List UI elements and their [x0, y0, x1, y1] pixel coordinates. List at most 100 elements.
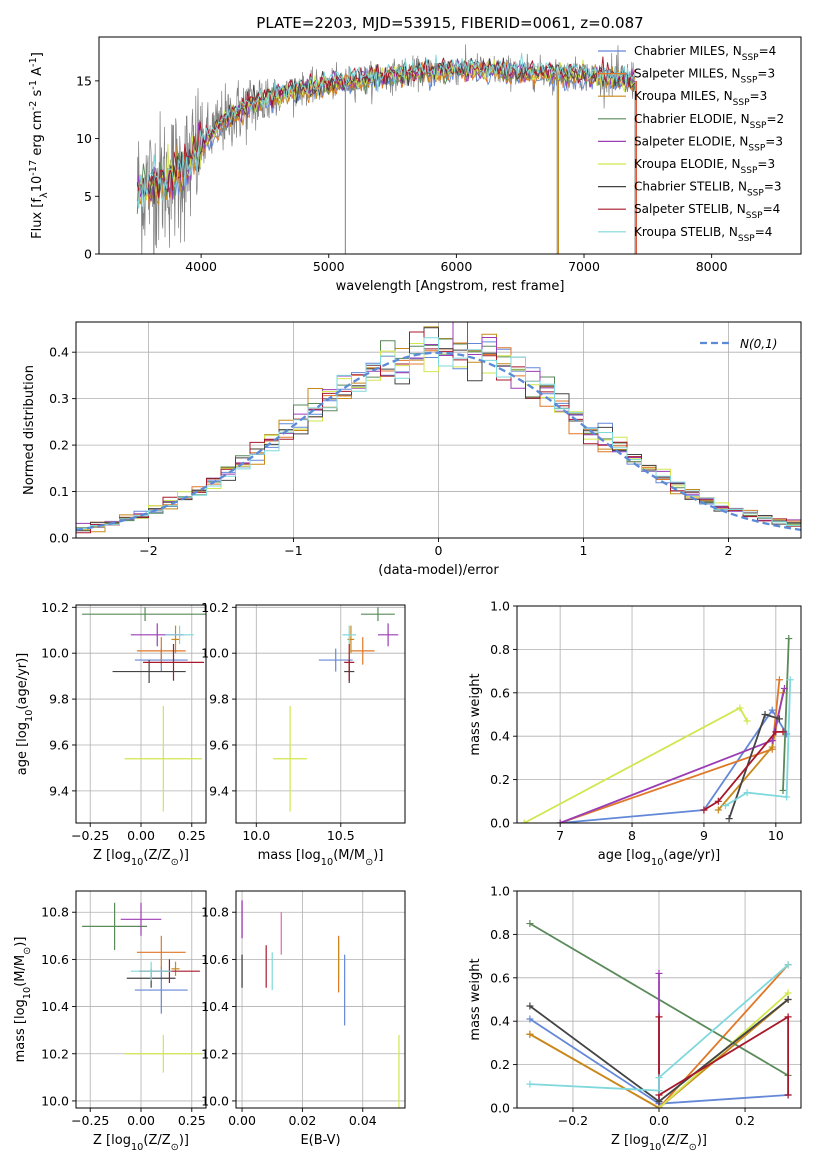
weight-marker: [775, 715, 783, 723]
weight-marker: [526, 1030, 534, 1038]
text-run: Salpeter MILES, N: [634, 67, 741, 81]
text-run: -1: [28, 57, 39, 67]
text-run: Kroupa MILES, N: [634, 89, 733, 103]
y-tick-label: 10.6: [41, 952, 69, 967]
text-run: 10: [30, 176, 45, 193]
x-tick-label: 0.04: [349, 1113, 377, 1128]
weight-marker: [714, 797, 722, 805]
text-run: N(0,1): [740, 337, 777, 351]
weight-line: [725, 679, 792, 807]
weight-marker: [761, 711, 769, 718]
weight-marker: [655, 1104, 663, 1108]
weight-marker: [779, 728, 787, 736]
x-tick-label: 10: [768, 828, 784, 843]
text-run: Salpeter STELIB, N: [634, 202, 746, 216]
weight-marker: [520, 819, 528, 823]
weight-marker: [784, 961, 792, 969]
text-run: mass weight: [468, 673, 483, 755]
text-run: Normed distribution: [22, 365, 37, 495]
y-tick-label: 10.6: [201, 952, 229, 967]
text-run: mass [log: [258, 848, 321, 863]
errorbar-kroupa-miles: [171, 961, 180, 976]
weight-series-salpeter-stelib: [655, 1013, 792, 1099]
y-tick-label: 10.4: [41, 999, 69, 1014]
y-tick-label: 0.0: [49, 531, 69, 546]
text-run: Salpeter ELODIE, N: [634, 134, 748, 148]
weight-marker: [655, 1087, 663, 1095]
weight-marker: [526, 1015, 534, 1023]
errorbar-salpeter-miles: [350, 637, 375, 665]
y-axis-label: mass weight: [468, 958, 483, 1040]
weight-marker: [714, 806, 722, 814]
text-run: s: [30, 89, 45, 100]
axes-frame: [235, 604, 406, 824]
weight-marker: [768, 743, 776, 751]
y-tick-label: 10.0: [201, 1093, 229, 1108]
weight-series-chabrier-stelib: [526, 996, 792, 1105]
y-tick-label: 9.6: [49, 737, 69, 752]
text-run: )]: [179, 848, 189, 863]
y-tick-label: 9.6: [209, 737, 229, 752]
weight-marker: [768, 737, 776, 745]
text-run: =3: [757, 157, 775, 171]
y-tick-label: 10.2: [201, 600, 229, 615]
x-tick-label: 0.2: [735, 1113, 755, 1128]
y-tick-label: 10.0: [201, 646, 229, 661]
legend-entry: N(0,1): [740, 337, 777, 351]
text-run: Chabrier STELIB, N: [634, 180, 747, 194]
weight-marker: [700, 806, 708, 814]
text-run: )]: [697, 1133, 707, 1148]
text-run: =4: [759, 44, 777, 58]
weight_vs_Z-plot-area: [526, 920, 792, 1108]
text-run: (Z/Z: [661, 1133, 688, 1148]
x-tick-label: 8000: [696, 259, 728, 274]
text-run: ⊙: [365, 857, 373, 868]
legend-entry: Salpeter MILES, NSSP=3: [634, 67, 775, 86]
weight-marker: [655, 1074, 663, 1082]
y-tick-label: 9.4: [209, 783, 229, 798]
axes-frame: [98, 36, 802, 255]
text-run: =4: [763, 202, 781, 216]
weight-marker: [786, 676, 794, 684]
text-run: age [log: [598, 848, 651, 863]
weight-marker: [655, 969, 663, 977]
spectrum-plot-area: [136, 44, 637, 254]
errorbar-kroupa-elodie: [273, 705, 307, 812]
weight_vs_age-plot-area: [520, 635, 794, 823]
axes-frame: [235, 890, 406, 1109]
text-run: SSP: [746, 211, 763, 221]
x-tick-label: 5000: [313, 259, 345, 274]
weight_vs_age-axes: [517, 605, 801, 824]
y-tick-label: 10.2: [41, 1046, 69, 1061]
x-axis-label: mass [log10(M/M⊙)]: [258, 848, 384, 868]
text-run: Flux [f: [30, 198, 45, 239]
legend-entry: Chabrier STELIB, NSSP=3: [634, 180, 782, 199]
errorbar-kroupa-miles: [171, 625, 180, 654]
legend-entry: Salpeter ELODIE, NSSP=3: [634, 134, 783, 153]
x-axis-label: Z [log10(Z/Z⊙)]: [93, 848, 189, 868]
x-tick-label: −0.25: [71, 1113, 109, 1128]
x-tick-label: 0.02: [288, 1113, 316, 1128]
text-run: mass weight: [468, 958, 483, 1040]
text-run: SSP: [748, 143, 765, 153]
text-run: (Z/Z: [143, 848, 170, 863]
x-tick-label: 1: [580, 543, 588, 558]
age_vs_Z-plot-area: [82, 607, 206, 812]
weight-series-chabrier-stelib: [725, 711, 783, 823]
y-tick-label: 10.8: [201, 905, 229, 920]
y-axis-label: mass weight: [468, 673, 483, 755]
residuals-frame: −2 −1 0 1 2 0.0 0.1 0.2 0.3 0.4 (data-model)/error…: [22, 321, 802, 578]
weight-line: [703, 731, 783, 811]
weight-series-salpeter-miles: [556, 676, 783, 823]
y-tick-label: 1.0: [490, 884, 510, 899]
text-run: Z [log: [611, 1133, 649, 1148]
text-run: SSP: [741, 76, 758, 86]
model-spectrum-kroupa-stelib: [136, 52, 636, 214]
y-tick-label: 10.2: [201, 1046, 229, 1061]
y-axis-label: Flux [fλ10-17 erg cm-2 s-1 A-1]: [28, 52, 50, 239]
text-run: 10: [22, 987, 33, 999]
text-run: (M/M: [333, 848, 365, 863]
legend-entry: Chabrier MILES, NSSP=4: [634, 44, 776, 63]
weight-marker: [526, 920, 534, 928]
y-tick-label: 0.3: [49, 391, 69, 406]
